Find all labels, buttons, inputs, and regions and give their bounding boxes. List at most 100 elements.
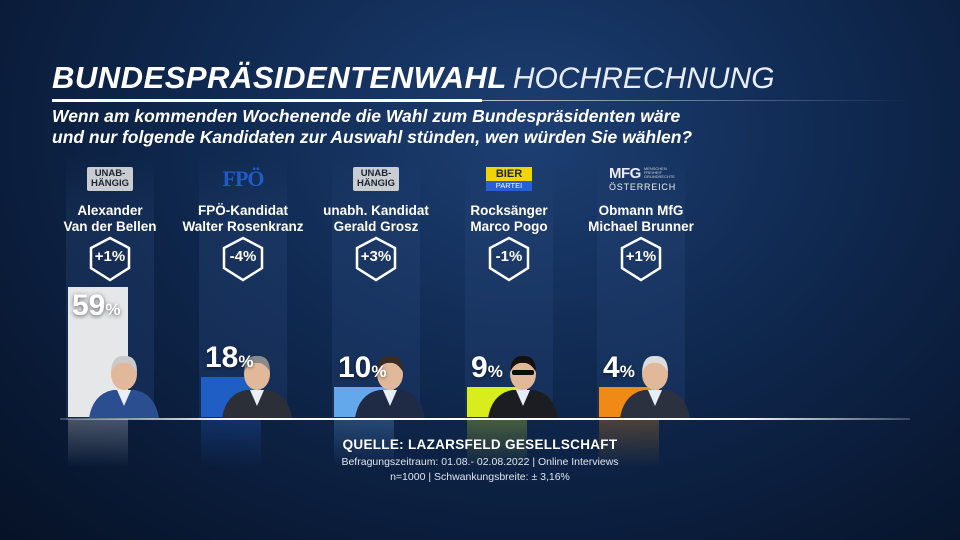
portrait-icon — [222, 355, 292, 418]
column-background — [332, 155, 420, 420]
logo-text: UNAB- — [360, 168, 392, 179]
logo-text: HÄNGIG — [91, 178, 129, 189]
logo-text: MFG — [609, 164, 641, 182]
bar-value-label: 4% — [603, 351, 635, 385]
page-title: BUNDESPRÄSIDENTENWAHL HOCHRECHNUNG — [52, 60, 775, 96]
party-logo: BIER PARTEI — [486, 167, 532, 191]
party-logo: UNAB- HÄNGIG — [353, 167, 399, 191]
portrait-icon — [89, 355, 159, 418]
change-badge-icon — [488, 236, 530, 282]
question-line-1: Wenn am kommenden Wochenende die Wahl zu… — [52, 106, 681, 126]
badge-shape — [222, 236, 264, 282]
source-sample: n=1000 | Schwankungsbreite: ± 3,16% — [390, 471, 570, 483]
logo-row: MFG MENSCHEN FREIHEIT GRUNDRECHTE — [609, 164, 675, 182]
change-value: -1% — [495, 248, 523, 265]
party-logo: FPÖ — [222, 166, 265, 191]
portrait-head — [244, 358, 270, 390]
candidate-name: Rocksänger Marco Pogo — [434, 203, 584, 235]
title-bold: BUNDESPRÄSIDENTENWAHL — [52, 60, 507, 95]
bar-value-label: 9% — [471, 351, 503, 385]
portrait-icon — [488, 355, 558, 418]
portrait-shirt — [648, 390, 662, 406]
change-badge: +3% — [354, 236, 398, 282]
candidate-name-line-2: Van der Bellen — [63, 219, 157, 234]
portrait-hair — [510, 355, 536, 372]
portrait-shirt — [516, 390, 530, 406]
title-underline — [52, 99, 482, 102]
portrait-head — [642, 358, 668, 390]
change-badge: -4% — [221, 236, 265, 282]
candidate-name-line-1: Rocksänger — [470, 203, 548, 218]
bar-reflection — [68, 419, 128, 467]
question-line-2: und nur folgende Kandidaten zur Auswahl … — [52, 127, 693, 147]
candidate-name-line-2: Gerald Grosz — [333, 219, 419, 234]
portrait-icon — [355, 355, 425, 418]
bar-value-percent: % — [371, 362, 387, 381]
badge-shape — [89, 236, 131, 282]
logo-text: ÖSTERREICH — [609, 181, 677, 192]
candidate-name-line-1: FPÖ-Kandidat — [198, 203, 288, 218]
logo-text: PARTEI — [486, 181, 532, 191]
bar-value-percent: % — [238, 352, 254, 372]
bar-value-number: 10 — [338, 351, 372, 384]
column-background — [597, 155, 685, 420]
column-background — [465, 155, 553, 420]
portrait-shirt — [117, 390, 131, 406]
column-background — [199, 155, 287, 420]
portrait-sunglasses — [512, 370, 534, 375]
bar-reflection — [467, 419, 527, 467]
badge-shape — [488, 236, 530, 282]
change-value: -4% — [229, 248, 257, 265]
portrait-head — [111, 358, 137, 390]
candidate-name-line-2: Michael Brunner — [588, 219, 694, 234]
bar-value-number: 4 — [603, 351, 620, 384]
bar-value-percent: % — [487, 362, 503, 381]
portrait-hair — [244, 355, 270, 372]
candidate-name-line-2: Walter Rosenkranz — [182, 219, 304, 234]
bar-reflection — [334, 419, 394, 467]
bar-value-number: 9 — [471, 351, 488, 384]
candidate-name-line-1: Alexander — [77, 203, 143, 218]
bar-value-label: 10% — [338, 351, 387, 385]
portrait-icon — [620, 355, 690, 418]
change-value: +1% — [625, 248, 657, 265]
title-light: HOCHRECHNUNG — [512, 62, 775, 95]
portrait-shirt — [383, 390, 397, 406]
candidate-name: unabh. Kandidat Gerald Grosz — [301, 203, 451, 235]
portrait-hair — [642, 355, 668, 372]
logo-text: UNAB- — [94, 168, 126, 179]
survey-question: Wenn am kommenden Wochenende die Wahl zu… — [52, 106, 932, 148]
portrait-hair — [111, 355, 137, 372]
portrait-hair — [377, 355, 403, 372]
candidate-name-line-2: Marco Pogo — [470, 219, 548, 234]
source-period: Befragungszeitraum: 01.08.- 02.08.2022 |… — [341, 456, 619, 468]
change-badge-icon — [355, 236, 397, 282]
change-value: +1% — [94, 248, 126, 265]
bar-reflection — [599, 419, 659, 467]
bar-value-percent: % — [619, 362, 635, 381]
logo-text: BIER — [486, 167, 532, 181]
candidate-name-line-1: Obmann MfG — [598, 203, 684, 218]
bar-value-label: 18% — [205, 341, 254, 375]
party-logo: UNAB- HÄNGIG — [87, 167, 133, 191]
badge-shape — [355, 236, 397, 282]
bar-value-label: 59% — [72, 289, 121, 323]
change-badge: +1% — [88, 236, 132, 282]
party-logo: MFG MENSCHEN FREIHEIT GRUNDRECHTE ÖSTERREI… — [609, 164, 677, 192]
bar-reflection — [201, 419, 261, 467]
change-badge-icon — [222, 236, 264, 282]
logo-text: MENSCHEN FREIHEIT GRUNDRECHTE — [643, 166, 675, 179]
bar-value-number: 59 — [72, 289, 106, 322]
title-underline-fade — [482, 100, 912, 101]
candidate-name-line-1: unabh. Kandidat — [323, 203, 429, 218]
portrait-shirt — [250, 390, 264, 406]
change-badge: -1% — [487, 236, 531, 282]
candidate-name: Alexander Van der Bellen — [35, 203, 185, 235]
source-title: QUELLE: LAZARSFELD GESELLSCHAFT — [342, 437, 618, 452]
change-badge: +1% — [619, 236, 663, 282]
badge-shape — [620, 236, 662, 282]
chart-baseline — [60, 418, 910, 420]
portrait-head — [377, 358, 403, 390]
change-value: +3% — [360, 248, 392, 265]
bar-value-number: 18 — [205, 341, 239, 375]
